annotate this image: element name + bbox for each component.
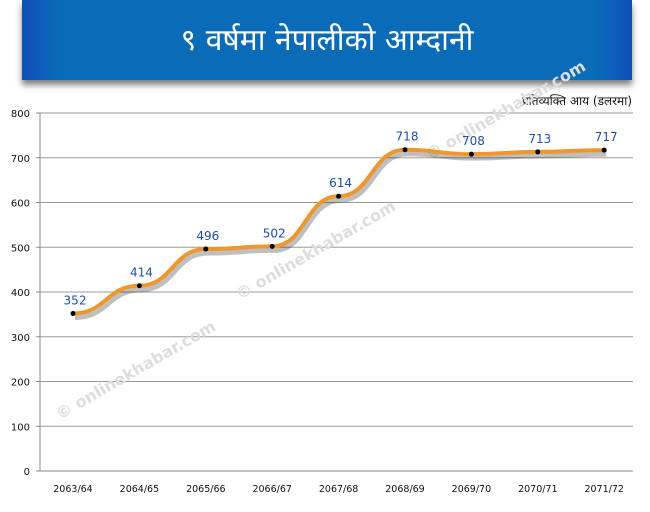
data-point: [535, 149, 541, 155]
y-tick-label: 200: [11, 378, 30, 389]
data-point: [269, 243, 275, 249]
data-point: [70, 310, 76, 316]
series-line-shadow: [74, 151, 607, 320]
y-tick-label: 100: [11, 422, 30, 433]
x-tick-label: 2063/64: [53, 484, 92, 495]
x-tick-label: 2064/65: [120, 484, 159, 495]
watermark: © onlinekhabar.com: [53, 316, 219, 423]
chart-title: ९ वर्षमा नेपालीको आम्दानी: [180, 23, 474, 58]
y-tick-label: 600: [11, 199, 30, 210]
data-label: 352: [64, 293, 87, 307]
data-point: [136, 283, 142, 289]
data-point: [203, 246, 209, 252]
y-axis-label: प्रतिव्यक्ति आय (डलरमा): [521, 94, 632, 108]
x-tick-label: 2065/66: [186, 484, 225, 495]
data-point: [402, 147, 408, 153]
data-point: [601, 147, 607, 153]
x-tick-label: 2066/67: [252, 484, 291, 495]
x-tick-label: 2068/69: [385, 484, 424, 495]
title-banner: ९ वर्षमा नेपालीको आम्दानी: [22, 0, 632, 80]
data-label: 502: [263, 226, 286, 240]
y-tick-label: 800: [11, 109, 30, 120]
y-tick-label: 500: [11, 243, 30, 254]
x-tick-label: 2069/70: [452, 484, 491, 495]
series-line: [72, 147, 605, 316]
data-label: 496: [196, 229, 219, 243]
data-label: 713: [528, 132, 551, 146]
data-point: [468, 151, 474, 157]
x-tick-label: 2071/72: [584, 484, 623, 495]
data-point: [336, 193, 342, 199]
y-tick-label: 0: [24, 467, 30, 478]
y-tick-label: 400: [11, 288, 30, 299]
data-label: 614: [329, 176, 352, 190]
data-label: 708: [462, 134, 485, 148]
y-tick-label: 300: [11, 333, 30, 344]
data-label: 718: [396, 130, 419, 144]
watermark: © onlinekhabar.com: [423, 56, 589, 163]
x-tick-label: 2070/71: [518, 484, 557, 495]
data-label: 717: [595, 130, 618, 144]
y-tick-label: 700: [11, 154, 30, 165]
x-tick-label: 2067/68: [319, 484, 358, 495]
data-label: 414: [130, 266, 153, 280]
